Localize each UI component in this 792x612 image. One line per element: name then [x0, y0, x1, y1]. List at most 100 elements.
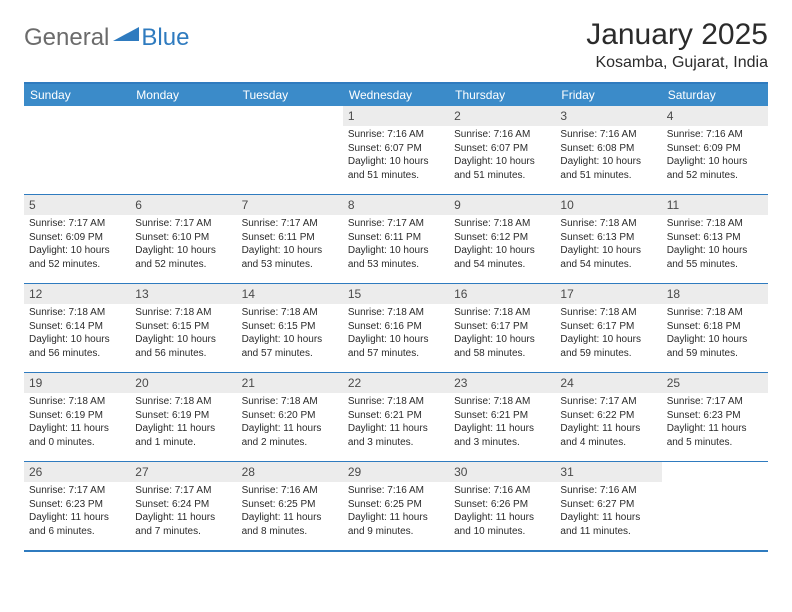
day-number: [237, 106, 343, 110]
day-number: 30: [449, 462, 555, 482]
day-number: 11: [662, 195, 768, 215]
dayhead-sat: Saturday: [662, 84, 768, 106]
calendar-cell: 3Sunrise: 7:16 AMSunset: 6:08 PMDaylight…: [555, 106, 661, 194]
day-number: 31: [555, 462, 661, 482]
calendar-cell: 22Sunrise: 7:18 AMSunset: 6:21 PMDayligh…: [343, 373, 449, 461]
calendar-cell: 17Sunrise: 7:18 AMSunset: 6:17 PMDayligh…: [555, 284, 661, 372]
cell-body: Sunrise: 7:17 AMSunset: 6:23 PMDaylight:…: [24, 482, 130, 542]
calendar-cell: 16Sunrise: 7:18 AMSunset: 6:17 PMDayligh…: [449, 284, 555, 372]
sunrise-text: Sunrise: 7:18 AM: [242, 395, 338, 409]
sunrise-text: Sunrise: 7:16 AM: [348, 484, 444, 498]
sunset-text: Sunset: 6:15 PM: [135, 320, 231, 334]
daylight-text: Daylight: 11 hours and 2 minutes.: [242, 422, 338, 449]
sunrise-text: Sunrise: 7:16 AM: [560, 484, 656, 498]
cell-body: Sunrise: 7:18 AMSunset: 6:13 PMDaylight:…: [662, 215, 768, 275]
sunrise-text: Sunrise: 7:16 AM: [348, 128, 444, 142]
daylight-text: Daylight: 10 hours and 55 minutes.: [667, 244, 763, 271]
calendar-cell: 15Sunrise: 7:18 AMSunset: 6:16 PMDayligh…: [343, 284, 449, 372]
cell-body: Sunrise: 7:18 AMSunset: 6:21 PMDaylight:…: [449, 393, 555, 453]
calendar-cell: 26Sunrise: 7:17 AMSunset: 6:23 PMDayligh…: [24, 462, 130, 550]
sunset-text: Sunset: 6:09 PM: [667, 142, 763, 156]
cell-body: Sunrise: 7:17 AMSunset: 6:10 PMDaylight:…: [130, 215, 236, 275]
day-number: 6: [130, 195, 236, 215]
cell-body: Sunrise: 7:18 AMSunset: 6:17 PMDaylight:…: [555, 304, 661, 364]
weeks-container: 1Sunrise: 7:16 AMSunset: 6:07 PMDaylight…: [24, 106, 768, 550]
sunset-text: Sunset: 6:20 PM: [242, 409, 338, 423]
sunrise-text: Sunrise: 7:18 AM: [135, 395, 231, 409]
dayhead-tue: Tuesday: [237, 84, 343, 106]
week-row: 19Sunrise: 7:18 AMSunset: 6:19 PMDayligh…: [24, 372, 768, 461]
day-number: 14: [237, 284, 343, 304]
cell-body: Sunrise: 7:18 AMSunset: 6:17 PMDaylight:…: [449, 304, 555, 364]
cell-body: Sunrise: 7:18 AMSunset: 6:15 PMDaylight:…: [237, 304, 343, 364]
sunrise-text: Sunrise: 7:18 AM: [29, 395, 125, 409]
sunset-text: Sunset: 6:08 PM: [560, 142, 656, 156]
calendar-cell: 28Sunrise: 7:16 AMSunset: 6:25 PMDayligh…: [237, 462, 343, 550]
cell-body: Sunrise: 7:18 AMSunset: 6:21 PMDaylight:…: [343, 393, 449, 453]
sunset-text: Sunset: 6:19 PM: [135, 409, 231, 423]
sunset-text: Sunset: 6:14 PM: [29, 320, 125, 334]
day-number: 22: [343, 373, 449, 393]
day-number: 25: [662, 373, 768, 393]
cell-body: Sunrise: 7:16 AMSunset: 6:25 PMDaylight:…: [237, 482, 343, 542]
calendar-cell: 25Sunrise: 7:17 AMSunset: 6:23 PMDayligh…: [662, 373, 768, 461]
sunset-text: Sunset: 6:12 PM: [454, 231, 550, 245]
sunset-text: Sunset: 6:27 PM: [560, 498, 656, 512]
calendar-cell: 8Sunrise: 7:17 AMSunset: 6:11 PMDaylight…: [343, 195, 449, 283]
day-number: 17: [555, 284, 661, 304]
calendar-cell: 12Sunrise: 7:18 AMSunset: 6:14 PMDayligh…: [24, 284, 130, 372]
sunset-text: Sunset: 6:22 PM: [560, 409, 656, 423]
cell-body: Sunrise: 7:18 AMSunset: 6:13 PMDaylight:…: [555, 215, 661, 275]
daylight-text: Daylight: 11 hours and 10 minutes.: [454, 511, 550, 538]
sunset-text: Sunset: 6:07 PM: [454, 142, 550, 156]
daylight-text: Daylight: 11 hours and 3 minutes.: [454, 422, 550, 449]
cell-body: Sunrise: 7:16 AMSunset: 6:27 PMDaylight:…: [555, 482, 661, 542]
daylight-text: Daylight: 11 hours and 1 minute.: [135, 422, 231, 449]
cell-body: Sunrise: 7:18 AMSunset: 6:16 PMDaylight:…: [343, 304, 449, 364]
sunrise-text: Sunrise: 7:18 AM: [348, 395, 444, 409]
day-number: 9: [449, 195, 555, 215]
sunrise-text: Sunrise: 7:16 AM: [454, 484, 550, 498]
calendar-cell: [237, 106, 343, 194]
day-number: [24, 106, 130, 110]
sunset-text: Sunset: 6:07 PM: [348, 142, 444, 156]
cell-body: Sunrise: 7:18 AMSunset: 6:19 PMDaylight:…: [130, 393, 236, 453]
daylight-text: Daylight: 11 hours and 6 minutes.: [29, 511, 125, 538]
calendar-cell: 2Sunrise: 7:16 AMSunset: 6:07 PMDaylight…: [449, 106, 555, 194]
sunrise-text: Sunrise: 7:17 AM: [135, 484, 231, 498]
sunrise-text: Sunrise: 7:18 AM: [667, 217, 763, 231]
day-number: 29: [343, 462, 449, 482]
daylight-text: Daylight: 10 hours and 51 minutes.: [454, 155, 550, 182]
calendar-cell: 29Sunrise: 7:16 AMSunset: 6:25 PMDayligh…: [343, 462, 449, 550]
sunset-text: Sunset: 6:21 PM: [348, 409, 444, 423]
calendar-cell: 20Sunrise: 7:18 AMSunset: 6:19 PMDayligh…: [130, 373, 236, 461]
day-number: 8: [343, 195, 449, 215]
sunrise-text: Sunrise: 7:17 AM: [560, 395, 656, 409]
daylight-text: Daylight: 10 hours and 54 minutes.: [560, 244, 656, 271]
sunset-text: Sunset: 6:15 PM: [242, 320, 338, 334]
cell-body: Sunrise: 7:18 AMSunset: 6:19 PMDaylight:…: [24, 393, 130, 453]
cell-body: Sunrise: 7:18 AMSunset: 6:15 PMDaylight:…: [130, 304, 236, 364]
daylight-text: Daylight: 11 hours and 4 minutes.: [560, 422, 656, 449]
sunset-text: Sunset: 6:09 PM: [29, 231, 125, 245]
week-row: 12Sunrise: 7:18 AMSunset: 6:14 PMDayligh…: [24, 283, 768, 372]
daylight-text: Daylight: 11 hours and 7 minutes.: [135, 511, 231, 538]
location: Kosamba, Gujarat, India: [586, 54, 768, 72]
calendar-cell: [24, 106, 130, 194]
sunrise-text: Sunrise: 7:17 AM: [348, 217, 444, 231]
daylight-text: Daylight: 10 hours and 53 minutes.: [348, 244, 444, 271]
sunrise-text: Sunrise: 7:18 AM: [560, 306, 656, 320]
dayhead-mon: Monday: [130, 84, 236, 106]
sunset-text: Sunset: 6:25 PM: [348, 498, 444, 512]
day-number: 21: [237, 373, 343, 393]
calendar-cell: 1Sunrise: 7:16 AMSunset: 6:07 PMDaylight…: [343, 106, 449, 194]
cell-body: Sunrise: 7:16 AMSunset: 6:26 PMDaylight:…: [449, 482, 555, 542]
day-number: [130, 106, 236, 110]
day-number: 26: [24, 462, 130, 482]
dayhead-wed: Wednesday: [343, 84, 449, 106]
week-row: 26Sunrise: 7:17 AMSunset: 6:23 PMDayligh…: [24, 461, 768, 550]
sunrise-text: Sunrise: 7:18 AM: [667, 306, 763, 320]
sunrise-text: Sunrise: 7:18 AM: [454, 306, 550, 320]
day-number: 2: [449, 106, 555, 126]
day-number: 1: [343, 106, 449, 126]
